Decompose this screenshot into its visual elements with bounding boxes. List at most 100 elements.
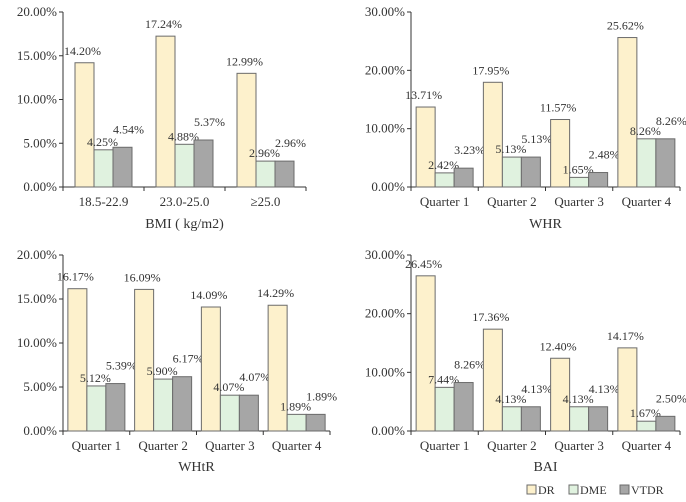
x-tick-label: 23.0-25.0 [160,194,210,209]
bar-dme [569,406,590,432]
data-label-vtdr: 4.13% [589,382,620,396]
y-tick-label: 30.00% [365,247,405,262]
bar-dme [434,172,455,188]
y-tick-label: 0.00% [23,423,57,438]
x-tick-label: Quarter 3 [554,438,603,453]
y-tick-label: 5.00% [23,135,57,150]
bar-dr [617,37,638,188]
x-tick-label: Quarter 1 [420,438,469,453]
x-tick-label: 18.5-22.9 [79,194,129,209]
data-label-dme: 4.88% [168,129,199,143]
bar-dme [255,160,276,188]
x-tick-label: Quarter 3 [205,438,254,453]
bar-dr [415,106,436,188]
bar-vtdr [588,172,609,188]
legend-item-dr: DR [526,483,555,497]
bar-dr [155,35,176,188]
x-tick-label: Quarter 1 [72,438,121,453]
data-label-dr: 13.71% [405,88,442,102]
legend: DR DME VTDR [526,483,664,497]
y-tick-label: 0.00% [23,179,57,194]
y-tick-label: 15.00% [17,48,57,63]
data-label-dr: 17.36% [472,310,509,324]
x-axis-title: BAI [533,460,557,475]
x-tick-label: Quarter 4 [272,438,322,453]
data-label-dr: 11.57% [540,101,577,115]
data-label-dme: 1.89% [280,399,311,413]
chart-panel-4: 0.00% 10.00% 20.00% 30.00%26.45% 7.44%8.26% Q… [365,247,686,475]
data-label-vtdr: 5.39% [106,359,137,373]
x-tick-label: Quarter 2 [487,194,536,209]
data-label-dme: 1.65% [563,162,594,176]
data-label-vtdr: 6.17% [173,352,204,366]
data-label-dr: 14.20% [64,44,101,58]
bar-dme [153,378,174,432]
data-label-vtdr: 1.89% [306,389,337,403]
bar-dme [86,385,107,432]
bar-dr [550,119,571,188]
legend-swatch [619,484,630,495]
legend-label: VTDR [631,483,664,497]
y-tick-label: 20.00% [17,247,57,262]
chart-panel-3: 0.00%5.00%10.00%15.00%20.00%16.17%5.12%5… [17,247,337,475]
bar-vtdr [172,376,193,432]
data-label-dr: 17.24% [145,17,182,31]
data-label-dme: 7.44% [428,372,459,386]
data-label-dr: 17.95% [472,63,509,77]
bar-dr [415,275,436,432]
y-tick-label: 0.00% [371,179,405,194]
bar-dme [501,406,522,432]
bar-dr [67,288,88,432]
bar-vtdr [520,156,541,188]
bar-dme [174,143,195,188]
legend-item-vtdr: VTDR [619,483,664,497]
data-label-vtdr: 8.26% [656,114,686,128]
y-tick-label: 10.00% [365,364,405,379]
bar-dme [501,156,522,188]
data-label-dr: 26.45% [405,257,442,271]
bar-dme [569,176,590,188]
data-label-dr: 16.17% [57,270,94,284]
bar-dme [636,138,657,188]
data-label-dme: 4.13% [563,392,594,406]
bar-dme [219,394,240,432]
y-tick-label: 10.00% [17,92,57,107]
bar-dme [434,386,455,432]
bar-vtdr [238,394,259,432]
bar-vtdr [520,406,541,432]
bar-vtdr [588,406,609,432]
legend-swatch [526,484,537,495]
x-axis-title: WHtR [178,460,215,475]
data-label-dr: 12.40% [540,339,577,353]
x-axis-title: BMI ( kg/m2) [145,217,224,232]
data-label-vtdr: 4.07% [239,370,270,384]
data-label-dme: 4.25% [87,135,118,149]
bar-vtdr [655,138,676,188]
data-label-vtdr: 2.50% [656,391,686,405]
x-tick-label: Quarter 4 [622,194,672,209]
data-label-dr: 14.17% [607,329,644,343]
data-label-dr: 14.29% [257,286,294,300]
bar-dme [286,413,307,432]
data-label-dr: 25.62% [607,19,644,33]
bar-dr [482,328,503,432]
data-label-dme: 2.96% [249,146,280,160]
data-label-vtdr: 3.23% [454,143,485,157]
data-label-dme: 4.07% [213,380,244,394]
bar-dr [200,306,221,432]
y-tick-label: 10.00% [365,121,405,136]
bar-vtdr [453,167,474,188]
x-axis-title: WHR [529,217,562,232]
x-tick-label: Quarter 1 [420,194,469,209]
bar-vtdr [193,139,214,188]
legend-swatch [568,484,579,495]
data-label-vtdr: 4.13% [521,382,552,396]
chart-panel-2: 0.00% 10.00% 20.00% 30.00% 13.71% 2.42%3.23% Q… [365,4,686,232]
bar-dr [617,347,638,432]
y-tick-label: 0.00% [371,423,405,438]
y-tick-label: 20.00% [17,4,57,19]
data-label-dme: 4.13% [495,392,526,406]
bar-dr [550,357,571,432]
bar-vtdr [274,160,295,188]
